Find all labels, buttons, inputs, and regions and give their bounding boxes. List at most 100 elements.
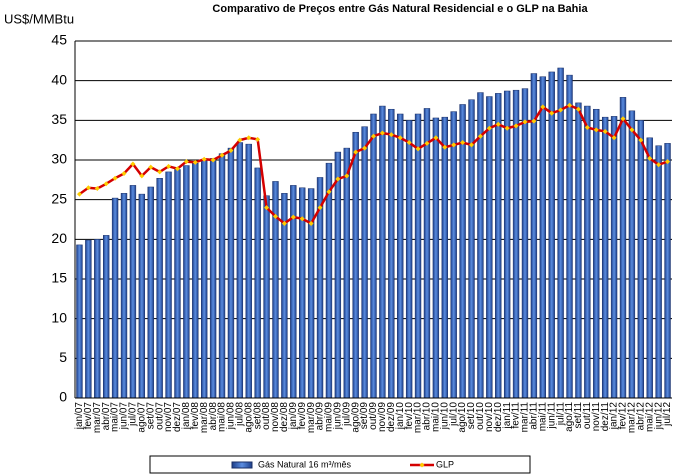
bar <box>575 102 582 399</box>
marker <box>344 173 350 179</box>
bar <box>334 151 342 399</box>
x-tick-label: jun/09 <box>332 402 343 431</box>
x-tick-label: set/09 <box>359 402 370 430</box>
x-tick-label: set/08 <box>252 402 263 430</box>
bar <box>450 111 457 399</box>
bar <box>183 165 190 399</box>
y-tick-label: 15 <box>51 270 67 286</box>
bar <box>655 145 662 399</box>
marker <box>246 135 252 141</box>
bar <box>637 120 645 399</box>
x-tick-label: abr/09 <box>315 402 326 431</box>
x-tick-label: ago/09 <box>350 402 361 433</box>
bar <box>236 142 244 399</box>
x-tick-label: fev/09 <box>297 402 308 430</box>
marker <box>174 166 180 172</box>
x-tick-label: abr/11 <box>529 402 540 430</box>
x-tick-label: jan/07 <box>74 402 85 431</box>
x-tick-label: fev/11 <box>511 402 522 429</box>
bar <box>388 108 395 399</box>
bar <box>138 193 146 399</box>
bar <box>441 116 448 399</box>
marker <box>237 137 243 143</box>
bar <box>245 143 252 399</box>
marker <box>148 164 154 170</box>
bar <box>414 113 422 399</box>
bar <box>495 93 502 399</box>
bar <box>610 116 618 399</box>
bar <box>254 167 261 399</box>
bar <box>557 67 564 399</box>
bar <box>432 117 440 399</box>
x-tick-label: ago/10 <box>457 402 468 433</box>
bar <box>619 97 627 399</box>
marker <box>665 159 671 165</box>
bar <box>584 105 591 399</box>
marker <box>103 181 109 187</box>
marker <box>656 162 662 168</box>
marker <box>326 189 332 195</box>
bar <box>405 120 413 399</box>
marker <box>362 145 368 151</box>
marker <box>451 142 457 148</box>
bar <box>512 89 520 399</box>
y-tick-label: 25 <box>51 190 67 206</box>
x-tick-label: jul/09 <box>341 402 352 427</box>
marker <box>495 121 501 127</box>
marker <box>112 175 118 181</box>
marker <box>272 213 278 219</box>
marker <box>477 133 483 139</box>
x-tick-label: dez/11 <box>600 402 611 432</box>
marker <box>85 185 91 191</box>
legend-swatch <box>231 461 253 469</box>
x-tick-label: jul/10 <box>448 402 459 427</box>
x-tick-label: nov/09 <box>377 402 388 432</box>
x-tick-label: jul/07 <box>128 402 139 427</box>
x-tick-label: fev/10 <box>404 402 415 430</box>
legend-label: GLP <box>436 459 454 469</box>
marker <box>94 186 100 192</box>
bar <box>352 131 359 399</box>
x-tick-label: jan/09 <box>288 402 299 431</box>
x-tick-label: jun/11 <box>546 402 557 430</box>
bar <box>111 197 119 399</box>
x-tick-label: ago/11 <box>564 402 575 432</box>
x-tick-label: dez/10 <box>493 402 504 432</box>
x-tick-label: dez/08 <box>279 402 290 432</box>
y-tick-label: 0 <box>59 389 67 405</box>
bar <box>218 153 226 399</box>
marker <box>335 176 341 182</box>
marker <box>442 144 448 150</box>
x-tick-label: mai/07 <box>110 402 121 432</box>
marker <box>353 149 359 155</box>
x-tick-label: mar/10 <box>413 402 424 434</box>
marker <box>567 102 573 108</box>
bar <box>147 186 154 399</box>
y-tick-label: 5 <box>59 349 67 365</box>
bar <box>120 193 128 399</box>
x-tick-label: mar/11 <box>520 402 531 433</box>
marker <box>620 116 626 122</box>
x-tick-label: fev/08 <box>190 402 201 430</box>
bar <box>646 137 653 399</box>
marker <box>201 156 207 162</box>
x-tick-label: jan/10 <box>395 402 406 431</box>
marker <box>255 136 261 142</box>
x-tick-label: out/07 <box>154 402 165 430</box>
x-tick-label: jun/12 <box>653 402 664 431</box>
marker <box>593 127 599 133</box>
chart-title: Comparativo de Preços entre Gás Natural … <box>212 3 588 15</box>
bar <box>370 113 377 399</box>
marker <box>629 127 635 133</box>
bar <box>343 147 350 399</box>
x-tick-label: mai/12 <box>644 402 655 432</box>
marker <box>210 157 216 163</box>
x-tick-label: mai/10 <box>431 402 442 432</box>
x-tick-label: jul/12 <box>662 402 673 427</box>
bar <box>165 171 172 399</box>
marker <box>317 205 323 211</box>
x-tick-label: mar/12 <box>627 402 638 434</box>
marker <box>549 110 555 116</box>
marker <box>611 135 617 141</box>
